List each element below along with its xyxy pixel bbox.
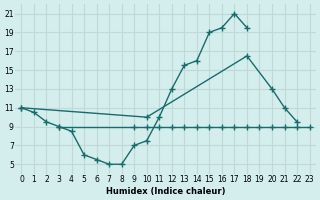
X-axis label: Humidex (Indice chaleur): Humidex (Indice chaleur): [106, 187, 225, 196]
